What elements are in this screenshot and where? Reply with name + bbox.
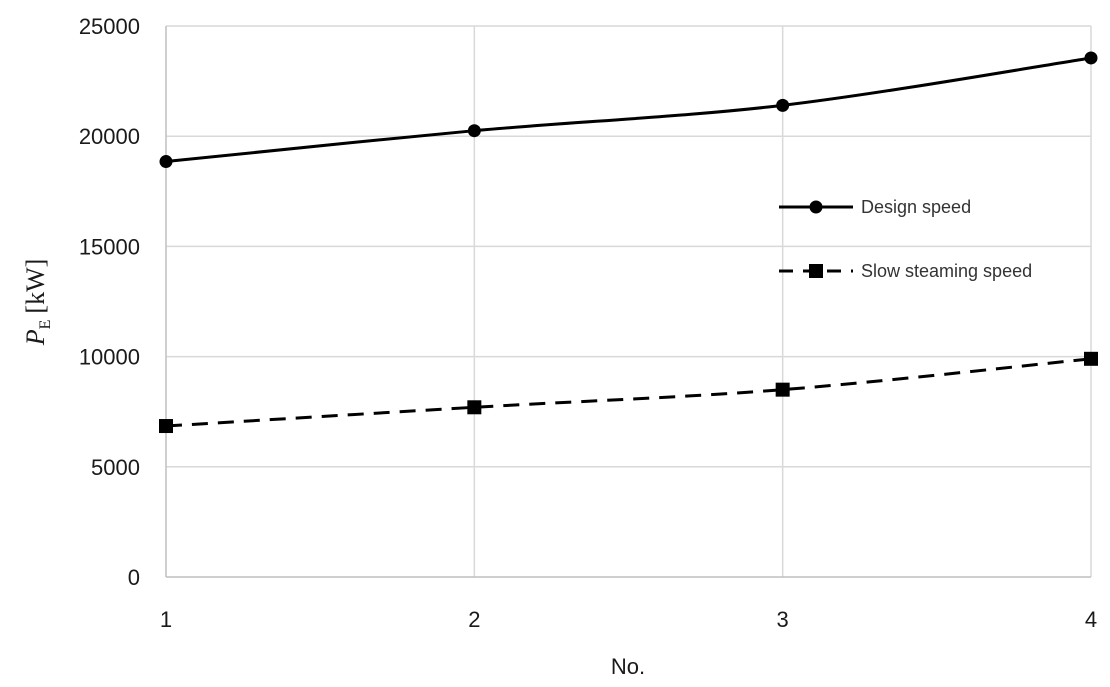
data-point-design-speed: [467, 124, 481, 138]
x-tick-label: 3: [777, 607, 789, 632]
legend-label: Design speed: [861, 197, 971, 217]
series-design-speed: [159, 51, 1098, 169]
legend-item-design-speed: Design speed: [779, 197, 971, 217]
series-slow-steaming-speed: [159, 351, 1098, 434]
series-line-design-speed: [165, 56, 1092, 164]
legend-label: Slow steaming speed: [861, 261, 1032, 281]
data-point-slow-steaming-speed: [159, 419, 173, 434]
x-tick-label: 1: [160, 607, 172, 632]
x-tick-label: 2: [468, 607, 480, 632]
axes: [165, 26, 1091, 578]
data-point-design-speed: [1084, 51, 1098, 65]
legend-marker: [809, 264, 823, 278]
legend: Design speed Slow steaming speed: [779, 197, 1032, 281]
y-tick-label: 20000: [79, 124, 140, 149]
y-axis-subscript: E: [37, 320, 54, 330]
y-tick-labels: 0 5000 10000 15000 20000 25000: [79, 14, 140, 590]
y-axis-unit: [kW]: [21, 259, 50, 314]
data-point-slow-steaming-speed: [775, 382, 790, 397]
series: [159, 51, 1098, 434]
data-point-design-speed: [776, 98, 790, 112]
y-axis-symbol: P: [21, 329, 50, 346]
legend-marker: [809, 200, 823, 214]
grid: [166, 25, 1092, 577]
data-point-slow-steaming-speed: [1084, 351, 1098, 366]
data-point-slow-steaming-speed: [467, 400, 482, 415]
x-tick-labels: 1 2 3 4: [160, 607, 1097, 632]
y-tick-label: 5000: [91, 455, 140, 480]
data-point-design-speed: [159, 155, 173, 169]
y-tick-label: 25000: [79, 14, 140, 39]
x-tick-label: 4: [1085, 607, 1097, 632]
y-tick-label: 0: [128, 565, 140, 590]
series-line-slow-steaming-speed: [165, 357, 1092, 428]
y-axis-title: PE [kW]: [21, 259, 54, 347]
y-tick-label: 15000: [79, 234, 140, 259]
x-axis-title: No.: [611, 654, 645, 679]
y-tick-label: 10000: [79, 345, 140, 370]
legend-item-slow-steaming-speed: Slow steaming speed: [779, 261, 1032, 281]
